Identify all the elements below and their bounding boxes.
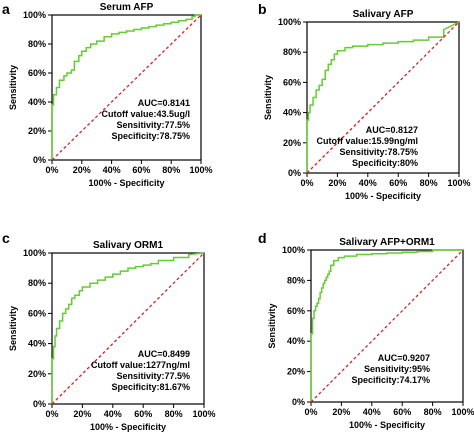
stat-line: Sensitivity:77.5% [116, 120, 190, 130]
x-tick-label: 0% [304, 407, 317, 417]
x-tick-label: 40% [103, 165, 121, 175]
y-tick-label: 60% [28, 68, 46, 78]
stat-line: AUC=0.8141 [138, 98, 190, 108]
x-tick-label: 80% [165, 409, 183, 419]
stat-line: AUC=0.8499 [138, 349, 190, 359]
panel-letter: a [2, 1, 10, 17]
x-tick-label: 20% [73, 165, 91, 175]
x-tick-label: 100% [447, 178, 470, 188]
panel-letter: c [2, 230, 10, 246]
y-axis-label: Sensitivity [8, 65, 18, 110]
x-tick-label: 100% [189, 165, 212, 175]
stat-line: Cutoff value:43.5ug/l [101, 109, 190, 119]
plot-frame [310, 249, 464, 403]
panel-letter: b [258, 1, 267, 17]
x-axis-label: 100% - Specificity [90, 422, 166, 432]
reference-diagonal-line [310, 249, 464, 403]
y-tick-label: 20% [28, 369, 46, 379]
y-axis-label: Sensitivity [8, 306, 18, 351]
x-tick-label: 0% [45, 409, 58, 419]
x-tick-label: 40% [359, 178, 377, 188]
chart-title: Serum AFP [100, 2, 154, 13]
y-axis-label: Sensitivity [267, 303, 277, 348]
x-tick-label: 100% [451, 407, 474, 417]
y-tick-label: 80% [28, 39, 46, 49]
x-tick-label: 60% [393, 407, 411, 417]
y-tick-label: 0% [33, 155, 46, 165]
y-tick-label: 100% [23, 248, 46, 258]
x-tick-label: 60% [134, 409, 152, 419]
x-tick-label: 40% [363, 407, 381, 417]
reference-diagonal-line [306, 21, 460, 174]
stat-line: Specificity:74.17% [351, 375, 430, 385]
x-tick-label: 0% [45, 165, 58, 175]
x-tick-label: 80% [162, 165, 180, 175]
chart-title: Salivary AFP+ORM1 [339, 237, 435, 248]
y-tick-label: 0% [33, 399, 46, 409]
y-axis-label: Sensitivity [263, 75, 273, 120]
x-axis-label: 100% - Specificity [345, 191, 421, 201]
plot-frame [51, 14, 202, 161]
stat-line: AUC=0.8127 [366, 125, 418, 135]
chart-title: Salivary AFP [353, 9, 414, 20]
x-axis-label: 100% - Specificity [349, 420, 425, 430]
stat-line: AUC=0.9207 [378, 353, 430, 363]
y-tick-label: 100% [278, 17, 301, 27]
chart-title: Salivary ORM1 [93, 240, 163, 251]
y-tick-label: 0% [288, 168, 301, 178]
y-tick-label: 40% [28, 339, 46, 349]
y-tick-label: 40% [283, 108, 301, 118]
roc-panel-b: b Salivary AFP 0%0% 20% 20% 40% 40% 60% 60% 80% 80… [258, 1, 471, 201]
reference-diagonal-line [51, 14, 202, 161]
y-tick-label: 20% [287, 367, 305, 377]
y-tick-label: 40% [287, 336, 305, 346]
stat-line: Cutoff value:15.99ng/ml [316, 136, 418, 146]
x-tick-label: 80% [420, 178, 438, 188]
y-tick-label: 60% [28, 308, 46, 318]
roc-curve-line [310, 249, 463, 402]
panel-letter: d [258, 230, 267, 246]
plot-frame [51, 252, 205, 405]
stat-line: Cutoff value:1277ng/ml [91, 360, 190, 370]
stat-line: Sensitivity:95% [364, 364, 430, 374]
x-tick-label: 20% [73, 409, 91, 419]
y-tick-label: 60% [287, 306, 305, 316]
x-tick-label: 20% [332, 407, 350, 417]
y-tick-label: 0% [292, 397, 305, 407]
roc-curve-line [51, 14, 201, 160]
x-tick-label: 100% [192, 409, 215, 419]
y-tick-label: 80% [287, 275, 305, 285]
stat-line: Sensitivity:77.5% [116, 371, 190, 381]
x-tick-label: 80% [424, 407, 442, 417]
roc-panel-c: c Salivary ORM1 0%0% 20% 20% 40% 40% 60% 60% 80% 8… [2, 230, 216, 432]
roc-panel-a: a Serum AFP 0%0% 20% 20% 40% 40% 60% 60% 80% 80% 10… [2, 1, 213, 188]
stat-line: Sensitivity:78.75% [339, 147, 418, 157]
plot-frame [306, 21, 460, 174]
x-tick-label: 20% [328, 178, 346, 188]
y-tick-label: 40% [28, 97, 46, 107]
x-tick-label: 40% [104, 409, 122, 419]
stat-line: Specificity:78.75% [111, 131, 190, 141]
y-tick-label: 60% [283, 77, 301, 87]
x-tick-label: 0% [300, 178, 313, 188]
y-tick-label: 20% [28, 126, 46, 136]
y-tick-label: 100% [282, 245, 305, 255]
y-tick-label: 100% [23, 10, 46, 20]
stat-line: Specificity:80% [352, 158, 418, 168]
roc-curve-line [51, 252, 205, 404]
y-tick-label: 20% [283, 138, 301, 148]
reference-diagonal-line [51, 252, 205, 405]
x-tick-label: 60% [132, 165, 150, 175]
y-tick-label: 80% [283, 47, 301, 57]
x-tick-label: 60% [389, 178, 407, 188]
x-axis-label: 100% - Specificity [88, 178, 164, 188]
roc-curve-line [306, 21, 460, 173]
stat-line: Specificity:81.67% [111, 382, 190, 392]
y-tick-label: 80% [28, 278, 46, 288]
roc-panel-d: d Salivary AFP+ORM1 0%0% 20% 20% 40% 40% 60% 60%… [258, 230, 474, 430]
